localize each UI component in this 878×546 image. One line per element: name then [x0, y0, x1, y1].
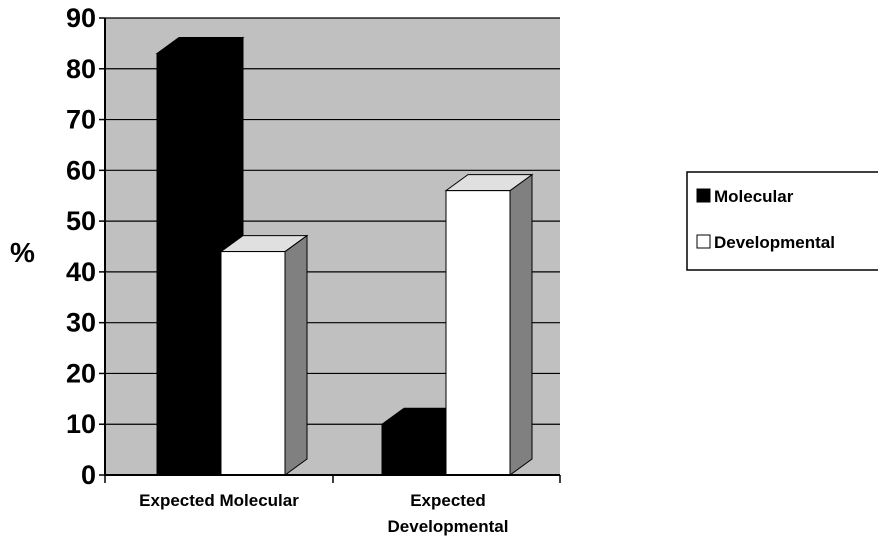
y-tick-label-40: 40 [66, 257, 96, 287]
bar-side-face [509, 173, 533, 476]
legend-label-molecular: Molecular [714, 187, 794, 206]
legend-label-developmental: Developmental [714, 233, 835, 252]
legend-swatch-developmental [696, 234, 711, 249]
y-tick-label-60: 60 [66, 155, 96, 185]
x-category-label-1: Expected Molecular [139, 491, 299, 510]
y-tick-labels: 0 10 20 30 40 50 60 70 80 90 [66, 3, 105, 490]
bar-developmental-2 [444, 173, 534, 476]
legend-box [686, 171, 878, 271]
y-tick-label-70: 70 [66, 105, 96, 135]
legend: Molecular Developmental [686, 171, 878, 271]
y-axis-label: % [10, 237, 35, 268]
x-category-label-2: Expected Developmental [388, 491, 509, 536]
y-tick-label-10: 10 [66, 409, 96, 439]
bar-front-face [220, 251, 286, 476]
legend-swatch-molecular [696, 188, 711, 203]
bar-front-face [156, 53, 222, 476]
y-tick-label-20: 20 [66, 358, 96, 388]
bar-front-face [381, 423, 447, 476]
bar-developmental-1 [219, 234, 309, 476]
bar-side-face [284, 234, 308, 476]
y-tick-label-50: 50 [66, 206, 96, 236]
bar-front-face [445, 190, 511, 476]
y-tick-label-80: 80 [66, 54, 96, 84]
y-tick-label-30: 30 [66, 308, 96, 338]
bars [155, 36, 534, 476]
y-tick-label-0: 0 [81, 460, 96, 490]
y-tick-label-90: 90 [66, 3, 96, 33]
x-category-labels: Expected Molecular Expected Developmental [104, 475, 561, 536]
